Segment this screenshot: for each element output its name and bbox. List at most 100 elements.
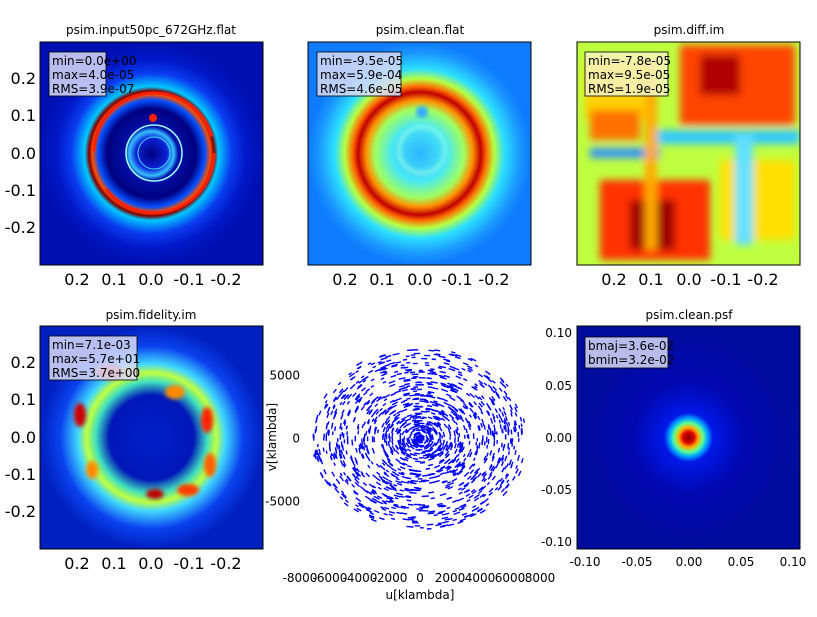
scatter-points	[312, 349, 526, 530]
uv-point	[477, 425, 481, 431]
uv-point	[359, 442, 362, 449]
uv-point	[429, 401, 437, 405]
uv-point	[503, 410, 507, 416]
uv-point	[428, 438, 431, 443]
uv-point	[422, 416, 427, 419]
uv-point	[459, 414, 463, 419]
uv-point	[360, 375, 365, 379]
uv-point	[410, 429, 416, 434]
uv-point	[492, 386, 498, 391]
uv-point	[376, 397, 382, 403]
uv-point	[365, 430, 368, 436]
uv-point	[400, 446, 406, 452]
uv-point	[404, 428, 408, 433]
uv-point	[437, 421, 442, 426]
uv-point	[430, 368, 435, 371]
uv-point	[386, 457, 391, 462]
x-tick-label: 4000	[465, 571, 496, 585]
uv-point	[414, 431, 421, 435]
uv-point	[451, 351, 456, 354]
uv-point	[399, 439, 402, 446]
stat-rms: RMS=3.9e-07	[52, 82, 134, 96]
uv-point	[368, 514, 375, 518]
uv-point	[416, 429, 421, 432]
uv-point	[399, 461, 406, 466]
uv-point	[454, 414, 460, 420]
uv-point	[338, 453, 342, 460]
uv-point	[381, 443, 385, 449]
uv-point	[485, 410, 491, 417]
y-tick-label: -0.1	[5, 465, 36, 484]
uv-point	[416, 438, 421, 443]
uv-point	[325, 450, 328, 454]
uv-point	[348, 372, 353, 376]
uv-point	[374, 403, 379, 408]
uv-point	[474, 394, 480, 400]
uv-point	[438, 374, 445, 378]
uv-point	[391, 470, 396, 475]
uv-point	[450, 443, 454, 448]
uv-point	[391, 401, 399, 406]
uv-point	[423, 438, 429, 445]
uv-point	[445, 442, 448, 447]
uv-point	[502, 396, 508, 402]
uv-point	[386, 458, 391, 463]
uv-point	[383, 494, 390, 498]
uv-point	[443, 358, 450, 362]
uv-point	[409, 482, 417, 485]
uv-point	[391, 392, 396, 396]
uv-point	[374, 368, 381, 373]
uv-point	[367, 362, 372, 366]
uv-point	[381, 409, 387, 415]
uv-point	[425, 425, 430, 429]
panel-psf: psim.clean.psf bmaj=3.6e-02 bmin=3.2e-02…	[541, 308, 806, 569]
uv-point	[466, 452, 471, 458]
uv-point	[357, 426, 360, 431]
uv-point	[427, 392, 432, 395]
uv-point	[422, 474, 429, 477]
uv-point	[446, 466, 452, 471]
uv-point	[440, 382, 447, 386]
uv-point	[494, 390, 500, 397]
uv-point	[486, 444, 489, 449]
uv-point	[508, 397, 512, 402]
uv-point	[355, 472, 359, 476]
uv-point	[486, 429, 489, 436]
x-tick-label: -0.2	[747, 270, 778, 289]
uv-point	[491, 398, 495, 403]
uv-point	[379, 407, 383, 412]
uv-point	[340, 413, 344, 420]
uv-point	[389, 399, 395, 404]
uv-point	[392, 399, 398, 403]
uv-point	[363, 391, 368, 396]
uv-point	[370, 400, 376, 405]
uv-point	[373, 416, 378, 422]
uv-point	[375, 410, 380, 415]
uv-point	[375, 477, 381, 482]
uv-point	[391, 506, 396, 510]
uv-point	[462, 425, 466, 431]
uv-point	[488, 397, 493, 402]
uv-point	[360, 405, 365, 411]
uv-point	[438, 459, 445, 465]
uv-point	[521, 427, 523, 434]
uv-point	[478, 486, 484, 492]
uv-point	[393, 415, 398, 420]
uv-point	[340, 490, 345, 494]
uv-point	[499, 424, 502, 429]
uv-point	[354, 457, 358, 463]
uv-point	[334, 453, 338, 460]
uv-point	[342, 495, 347, 500]
uv-point	[480, 384, 485, 389]
uv-point	[520, 458, 524, 464]
uv-point	[515, 468, 519, 474]
x-tick-label: 0.0	[407, 270, 432, 289]
uv-point	[477, 507, 483, 512]
x-tick-labels: 0.2 0.1 0.0 -0.1 -0.2	[64, 270, 241, 289]
uv-point	[431, 403, 439, 407]
uv-point	[426, 454, 432, 458]
y-tick-label: 5000	[269, 368, 300, 382]
uv-point	[488, 487, 494, 493]
panel-clean: psim.clean.flat min=-9.5e-05 max=5.9e-04…	[307, 23, 532, 289]
uv-point	[374, 426, 378, 433]
